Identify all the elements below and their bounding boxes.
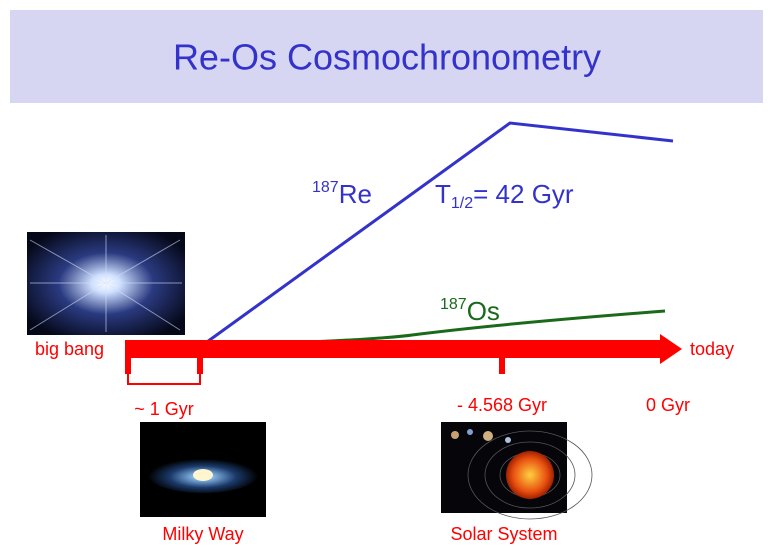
title: Re-Os Cosmochronometry [173, 37, 601, 78]
mark-label: ~ 1 Gyr [134, 399, 194, 419]
planet [467, 429, 473, 435]
tick-solar [499, 340, 505, 374]
os-label: 187Os [440, 296, 500, 326]
bracket [128, 374, 200, 384]
tick-one-gyr [197, 340, 203, 374]
image-caption: Solar System [450, 524, 557, 544]
planet [505, 437, 511, 443]
sun [506, 451, 554, 499]
half-life-symbol: T [435, 179, 451, 209]
timeline-arrowhead [660, 334, 682, 364]
re-mass: 187 [312, 179, 339, 196]
today-label: today [690, 339, 734, 359]
mark-label: - 4.568 Gyr [457, 395, 547, 415]
mark-label: 0 Gyr [646, 395, 690, 415]
slide: Re-Os Cosmochronometry 187Re T1/2= 42 Gy… [0, 0, 773, 547]
half-life-value: = 42 Gyr [473, 179, 574, 209]
image-caption: Milky Way [162, 524, 243, 544]
galaxy-core [193, 469, 213, 481]
os-mass: 187 [440, 296, 467, 313]
half-life-label: T1/2= 42 Gyr [435, 179, 574, 212]
re-label: 187Re [312, 179, 372, 209]
half-life-subscript: 1/2 [451, 195, 473, 212]
timeline-bar [128, 340, 668, 358]
tick-start [125, 340, 131, 374]
os-element: Os [467, 296, 500, 326]
planet [483, 431, 493, 441]
re-curve [200, 123, 673, 347]
planet [451, 431, 459, 439]
big-bang-label: big bang [35, 339, 104, 359]
re-element: Re [339, 179, 372, 209]
